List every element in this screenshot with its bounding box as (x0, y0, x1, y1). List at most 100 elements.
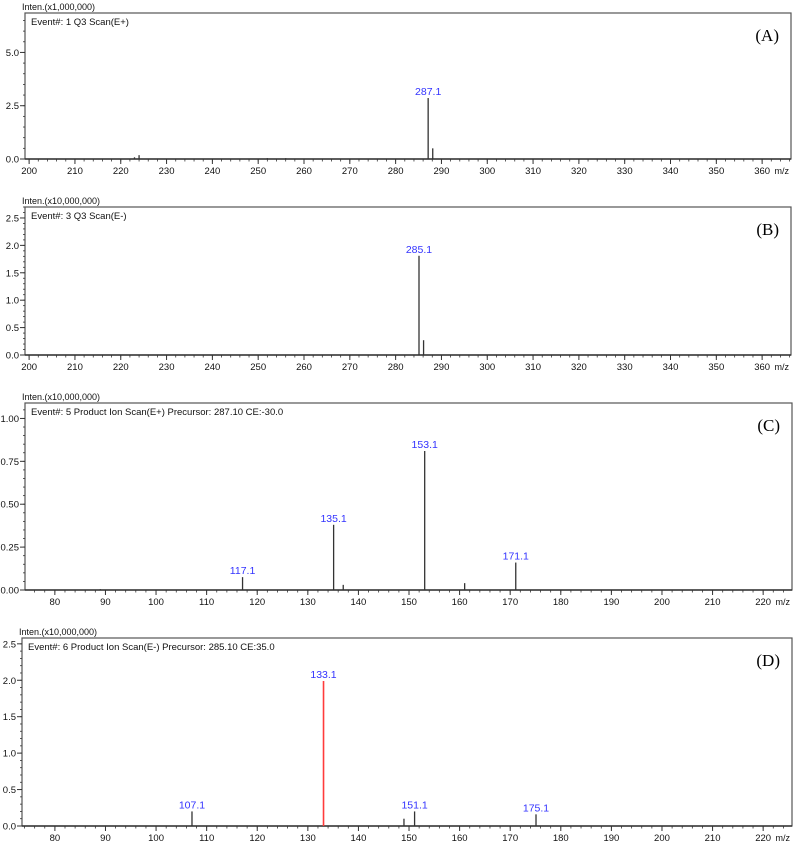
x-tick-label: 250 (250, 362, 266, 373)
x-tick-label: 190 (603, 597, 619, 607)
panel-label: (B) (756, 220, 779, 239)
y-tick-label: 1.0 (3, 749, 16, 760)
x-tick-label: 310 (525, 166, 541, 177)
panel-label: (D) (756, 651, 780, 670)
peak-label: 133.1 (310, 669, 336, 681)
x-tick-label: 250 (250, 166, 266, 177)
x-tick-label: 330 (617, 166, 633, 177)
plot-frame (21, 637, 793, 827)
y-tick-label: 1.00 (1, 414, 20, 425)
x-tick-label: 170 (502, 597, 518, 607)
spectrum-panel-b: Inten.(x10,000,000) 0.0 0.5 1.0 1.5 2.0 2.5 200… (0, 194, 800, 374)
x-tick-label: 120 (249, 833, 265, 841)
x-tick-label: 330 (617, 362, 633, 373)
x-axis-label: m/z (775, 166, 790, 176)
x-tick-label: 100 (148, 833, 164, 841)
x-tick-label: 270 (342, 166, 358, 177)
y-axis-label: Inten.(x1,000,000) (22, 2, 95, 12)
x-tick-label: 200 (654, 833, 670, 841)
y-tick-label: 2.0 (3, 676, 16, 687)
spectrum-panel-a: Inten.(x1,000,000) 0.0 2.5 5.0 200 210 220 230 2… (0, 0, 800, 180)
x-tick-label: 180 (553, 597, 569, 607)
x-tick-label: 210 (67, 362, 83, 373)
y-tick-label: 0.5 (6, 323, 19, 334)
panel-label: (C) (757, 416, 780, 435)
y-tick-label: 0.25 (1, 543, 20, 554)
x-tick-label: 220 (755, 597, 771, 607)
x-tick-label: 260 (296, 362, 312, 373)
x-tick-label: 100 (148, 597, 164, 607)
peak-label: 107.1 (179, 799, 205, 811)
x-tick-label: 220 (755, 833, 771, 841)
y-tick-label: 2.5 (6, 213, 19, 224)
x-tick-label: 240 (204, 362, 220, 373)
x-tick-label: 170 (502, 833, 518, 841)
x-tick-label: 290 (434, 362, 450, 373)
x-tick-label: 260 (296, 166, 312, 177)
peak-label: 151.1 (401, 799, 427, 811)
x-tick-label: 340 (663, 166, 679, 177)
y-tick-label: 1.5 (3, 712, 16, 723)
x-tick-label: 230 (159, 166, 175, 177)
x-tick-label: 230 (159, 362, 175, 373)
plot-frame (24, 12, 792, 160)
peak-label: 171.1 (503, 551, 529, 563)
x-tick-label: 90 (100, 833, 111, 841)
x-tick-label: 180 (553, 833, 569, 841)
y-tick-label: 0.75 (1, 457, 20, 468)
x-tick-label: 300 (479, 166, 495, 177)
x-tick-label: 200 (654, 597, 670, 607)
x-tick-label: 300 (479, 362, 495, 373)
panel-label: (A) (755, 26, 779, 45)
plot-frame (24, 402, 793, 591)
y-tick-label: 0.00 (1, 586, 20, 597)
y-tick-label: 5.0 (6, 48, 19, 59)
x-tick-label: 80 (50, 833, 61, 841)
x-axis-label: m/z (776, 597, 791, 607)
y-tick-label: 1.0 (6, 296, 19, 307)
x-tick-label: 160 (452, 597, 468, 607)
x-tick-label: 140 (351, 833, 367, 841)
x-tick-label: 350 (708, 362, 724, 373)
scan-event-title: Event#: 3 Q3 Scan(E-) (31, 211, 127, 222)
x-tick-label: 310 (525, 362, 541, 373)
y-tick-label: 2.5 (3, 639, 16, 650)
x-tick-label: 320 (571, 362, 587, 373)
x-axis-label: m/z (776, 833, 791, 841)
y-axis-label: Inten.(x10,000,000) (22, 392, 100, 402)
y-tick-label: 0.5 (3, 785, 16, 796)
scan-event-title: Event#: 6 Product Ion Scan(E-) Precursor… (28, 642, 275, 653)
x-tick-label: 120 (249, 597, 265, 607)
peak-label: 135.1 (320, 513, 346, 525)
x-tick-label: 350 (708, 166, 724, 177)
x-tick-label: 190 (603, 833, 619, 841)
plot-frame (24, 206, 792, 356)
x-tick-label: 200 (21, 362, 37, 373)
y-tick-label: 0.0 (3, 822, 16, 833)
x-tick-label: 150 (401, 597, 417, 607)
x-tick-label: 80 (50, 597, 61, 607)
spectrum-panel-c: Inten.(x10,000,000) 0.00 0.25 0.50 0.75 1.00 8… (0, 385, 800, 608)
x-tick-label: 280 (388, 166, 404, 177)
peak-label: 285.1 (406, 244, 432, 256)
x-axis-label: m/z (775, 362, 790, 372)
y-tick-label: 0.0 (6, 351, 19, 362)
y-tick-label: 2.0 (6, 241, 19, 252)
x-tick-label: 240 (204, 166, 220, 177)
x-tick-label: 160 (452, 833, 468, 841)
peak-label: 153.1 (412, 439, 438, 451)
x-tick-label: 90 (100, 597, 111, 607)
x-tick-label: 360 (754, 166, 770, 177)
x-tick-label: 150 (401, 833, 417, 841)
peak-label: 175.1 (523, 802, 549, 814)
x-tick-label: 110 (199, 597, 214, 607)
y-tick-label: 0.50 (1, 500, 20, 511)
x-tick-label: 200 (21, 166, 37, 177)
y-axis-label: Inten.(x10,000,000) (22, 196, 100, 206)
y-tick-label: 1.5 (6, 268, 19, 279)
peak-label: 287.1 (415, 86, 441, 98)
x-tick-label: 270 (342, 362, 358, 373)
x-tick-label: 320 (571, 166, 587, 177)
peak-label: 117.1 (230, 565, 256, 577)
